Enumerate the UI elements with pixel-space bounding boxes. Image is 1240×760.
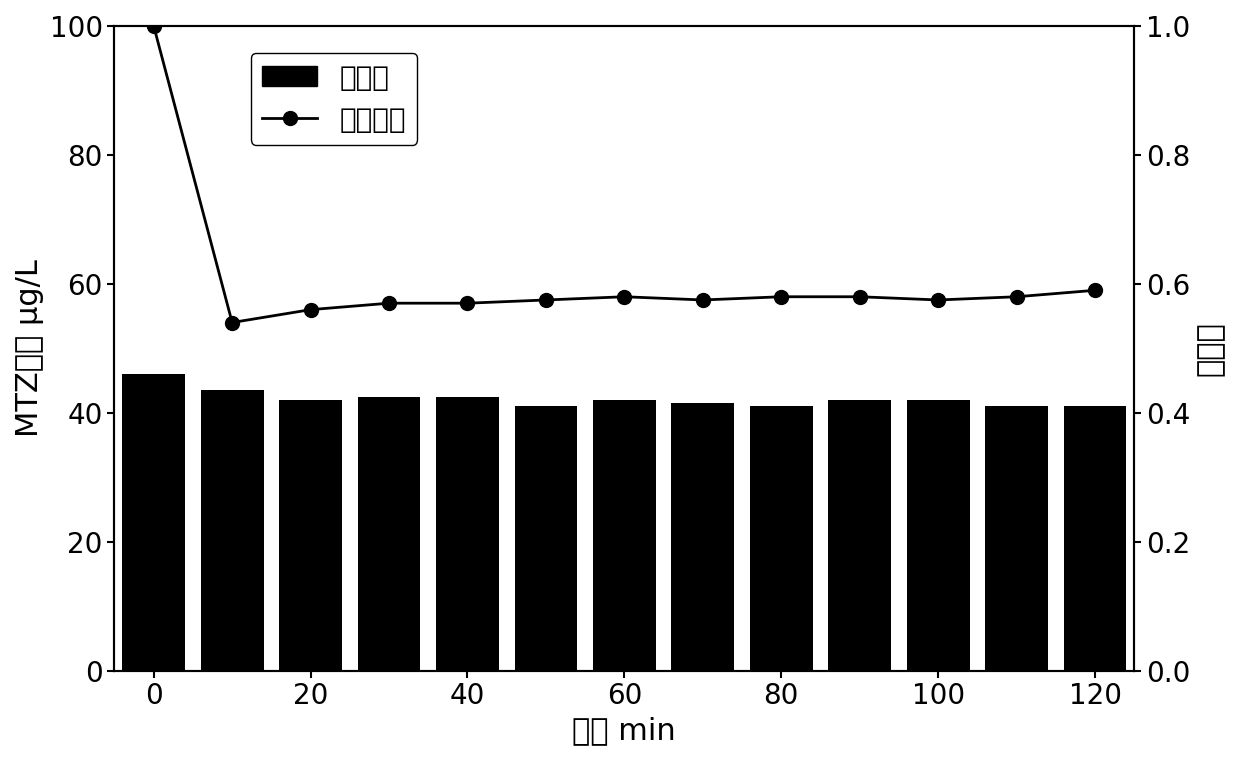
Bar [593, 400, 656, 670]
Bar [201, 390, 264, 670]
Bar [1064, 407, 1126, 670]
Bar [515, 407, 578, 670]
Bar [123, 374, 185, 670]
Bar [436, 397, 498, 670]
Bar [828, 400, 892, 670]
Bar [671, 403, 734, 670]
Y-axis label: MTZ浓度 μg/L: MTZ浓度 μg/L [15, 259, 43, 437]
Bar [279, 400, 342, 670]
Bar [750, 407, 812, 670]
Legend: 去除率, 剩余浓度: 去除率, 剩余浓度 [250, 52, 417, 145]
Y-axis label: 去除率: 去除率 [1197, 321, 1225, 375]
X-axis label: 时间 min: 时间 min [573, 716, 676, 745]
Bar [986, 407, 1048, 670]
Bar [906, 400, 970, 670]
Bar [357, 397, 420, 670]
